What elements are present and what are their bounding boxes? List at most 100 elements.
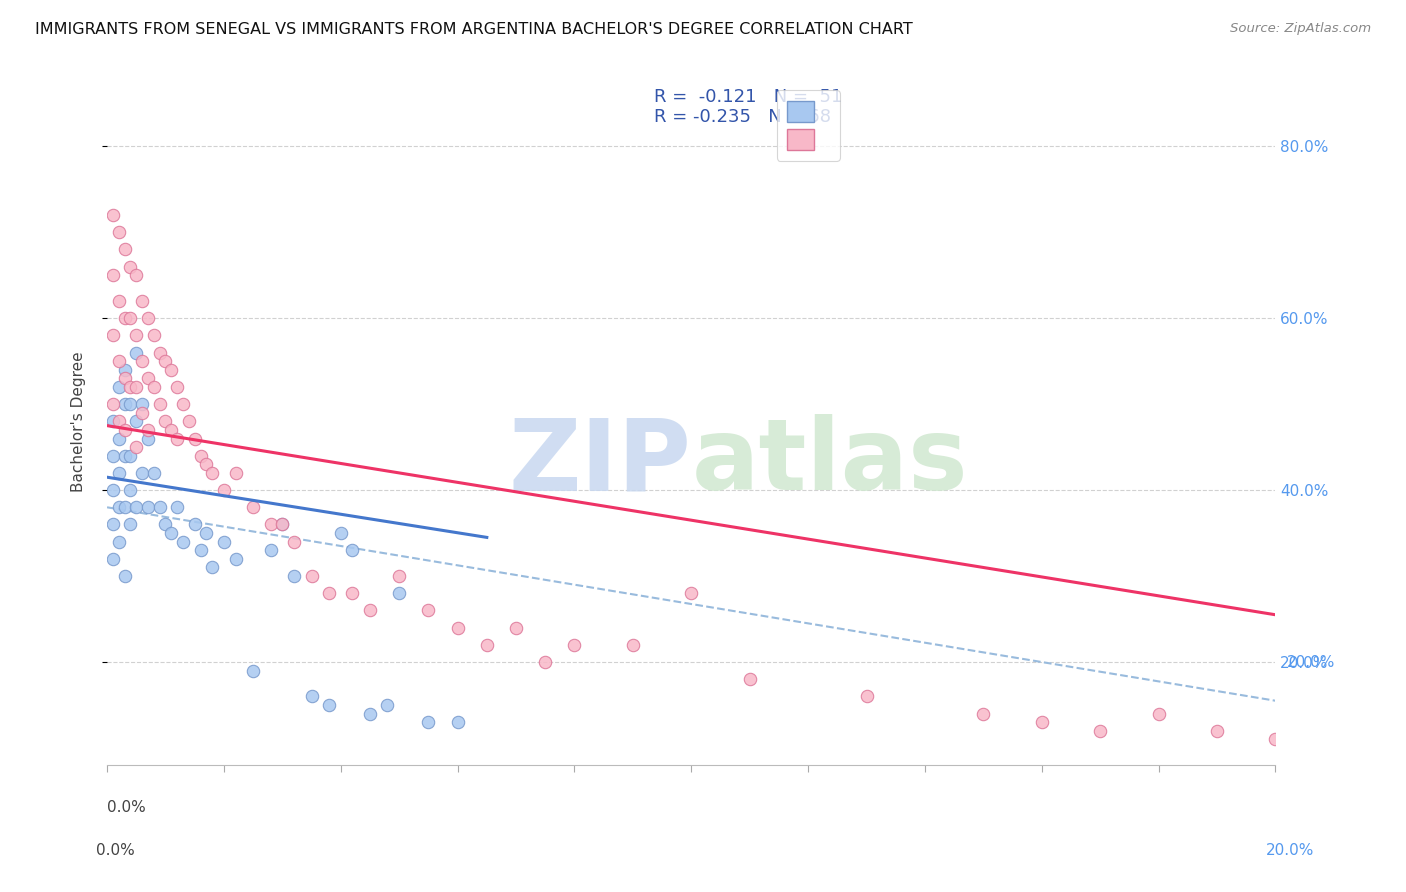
Point [136, 371, 159, 385]
Point [125, 345, 148, 359]
Point [101, 483, 124, 497]
Text: 0.0%: 0.0% [96, 843, 135, 858]
Point [505, 621, 527, 635]
Text: R = -0.235   N = 68: R = -0.235 N = 68 [654, 108, 831, 126]
Point [195, 526, 218, 541]
Point [155, 414, 177, 428]
Point [107, 354, 129, 368]
Point [136, 500, 159, 515]
Point [125, 380, 148, 394]
Point [107, 466, 129, 480]
Point [101, 328, 124, 343]
Point [120, 311, 142, 326]
Point [149, 397, 172, 411]
Point [155, 354, 177, 368]
Point [318, 698, 340, 712]
Point [1206, 723, 1229, 738]
Point [621, 638, 644, 652]
Point [212, 483, 235, 497]
Point [114, 423, 136, 437]
Point [101, 517, 124, 532]
Point [131, 406, 153, 420]
Point [149, 500, 172, 515]
Point [301, 569, 323, 583]
Point [418, 715, 440, 730]
Point [172, 397, 194, 411]
Point [388, 586, 411, 600]
Point [242, 500, 264, 515]
Point [114, 311, 136, 326]
Point [107, 500, 129, 515]
Point [201, 560, 224, 574]
Point [1090, 723, 1112, 738]
Point [271, 517, 294, 532]
Point [342, 586, 364, 600]
Point [131, 397, 153, 411]
Point [1031, 715, 1053, 730]
Point [120, 517, 142, 532]
Point [225, 466, 247, 480]
Text: 0.0%: 0.0% [107, 799, 146, 814]
Point [114, 243, 136, 257]
Text: Source: ZipAtlas.com: Source: ZipAtlas.com [1230, 22, 1371, 36]
Point [125, 414, 148, 428]
Point [101, 268, 124, 282]
Point [142, 328, 165, 343]
Point [114, 397, 136, 411]
Point [160, 363, 183, 377]
Text: 20.0%: 20.0% [1286, 655, 1336, 670]
Point [166, 432, 188, 446]
Point [283, 534, 305, 549]
Point [120, 449, 142, 463]
Point [125, 268, 148, 282]
Point [142, 466, 165, 480]
Point [142, 380, 165, 394]
Point [125, 440, 148, 454]
Point [136, 432, 159, 446]
Point [101, 449, 124, 463]
Point [160, 526, 183, 541]
Point [388, 569, 411, 583]
Y-axis label: Bachelor's Degree: Bachelor's Degree [72, 351, 86, 491]
Point [172, 534, 194, 549]
Point [681, 586, 703, 600]
Point [855, 690, 877, 704]
Point [120, 483, 142, 497]
Point [107, 225, 129, 239]
Point [177, 414, 200, 428]
Text: atlas: atlas [692, 414, 967, 511]
Point [446, 621, 468, 635]
Point [131, 466, 153, 480]
Point [101, 397, 124, 411]
Point [120, 397, 142, 411]
Point [359, 603, 381, 617]
Point [283, 569, 305, 583]
Point [107, 414, 129, 428]
Point [446, 715, 468, 730]
Point [271, 517, 294, 532]
Text: ZIP: ZIP [509, 414, 692, 511]
Point [475, 638, 498, 652]
Legend: , : , [776, 90, 839, 161]
Point [107, 534, 129, 549]
Point [190, 449, 212, 463]
Point [190, 543, 212, 558]
Point [183, 432, 205, 446]
Point [101, 208, 124, 222]
Point [107, 293, 129, 308]
Point [136, 423, 159, 437]
Point [114, 371, 136, 385]
Point [120, 380, 142, 394]
Point [301, 690, 323, 704]
Point [212, 534, 235, 549]
Point [114, 449, 136, 463]
Point [329, 526, 352, 541]
Point [225, 552, 247, 566]
Point [377, 698, 399, 712]
Point [259, 543, 281, 558]
Point [125, 328, 148, 343]
Point [242, 664, 264, 678]
Point [114, 363, 136, 377]
Point [131, 293, 153, 308]
Point [101, 552, 124, 566]
